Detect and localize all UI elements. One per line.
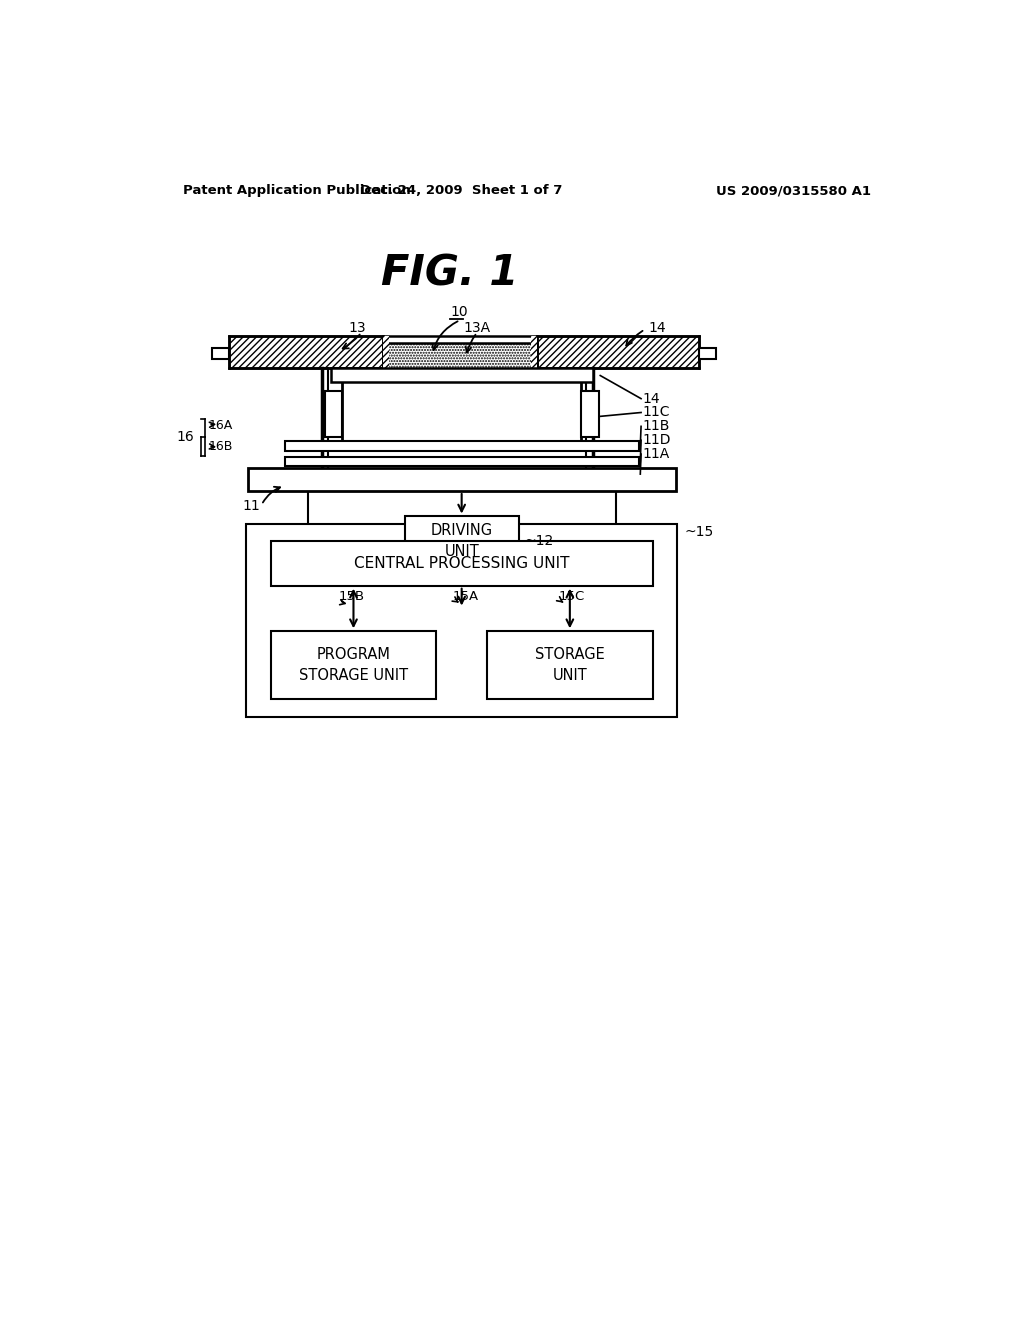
Bar (325, 391, 342, 437)
Bar (270, 631, 436, 700)
Text: 10: 10 (451, 305, 468, 318)
Bar (383, 343, 538, 372)
Bar (285, 457, 639, 466)
Bar (229, 335, 383, 368)
FancyArrowPatch shape (453, 597, 458, 602)
Text: ~12: ~12 (524, 535, 554, 549)
Text: 11D: 11D (643, 433, 671, 447)
FancyArrowPatch shape (627, 331, 643, 346)
FancyArrowPatch shape (432, 321, 458, 350)
FancyArrowPatch shape (340, 599, 345, 605)
Text: ~15: ~15 (685, 525, 714, 539)
Bar (246, 524, 677, 717)
Bar (383, 335, 389, 368)
Bar (698, 348, 716, 359)
Text: Dec. 24, 2009  Sheet 1 of 7: Dec. 24, 2009 Sheet 1 of 7 (360, 185, 563, 197)
Text: 16A: 16A (209, 418, 233, 432)
Bar (212, 348, 229, 359)
Text: 15A: 15A (453, 590, 478, 603)
Text: US 2009/0315580 A1: US 2009/0315580 A1 (716, 185, 870, 197)
Text: 15B: 15B (338, 590, 365, 603)
FancyArrowPatch shape (343, 334, 359, 348)
Bar (248, 469, 676, 491)
Text: 11: 11 (242, 499, 260, 513)
Text: STORAGE
UNIT: STORAGE UNIT (535, 647, 605, 682)
Text: 11B: 11B (643, 420, 670, 433)
FancyArrowPatch shape (209, 444, 214, 449)
Bar (538, 335, 698, 368)
Bar (229, 335, 383, 368)
Bar (285, 441, 639, 451)
Text: DRIVING
UNIT: DRIVING UNIT (431, 524, 493, 560)
Text: Patent Application Publication: Patent Application Publication (183, 185, 411, 197)
Bar (331, 368, 593, 381)
Text: 11A: 11A (643, 447, 670, 461)
Bar (270, 541, 652, 586)
Text: 11C: 11C (643, 405, 670, 420)
Text: 13A: 13A (464, 321, 490, 335)
Text: 14: 14 (648, 321, 666, 335)
Bar (487, 631, 652, 700)
Bar (581, 391, 599, 437)
FancyArrowPatch shape (209, 422, 214, 428)
Text: 14: 14 (643, 392, 660, 405)
Text: 16: 16 (176, 430, 194, 444)
Bar (531, 335, 538, 368)
Bar (531, 335, 538, 368)
Bar (538, 335, 698, 368)
Bar (404, 516, 518, 566)
Text: PROGRAM
STORAGE UNIT: PROGRAM STORAGE UNIT (299, 647, 408, 682)
FancyArrowPatch shape (263, 487, 281, 503)
Text: 16B: 16B (209, 440, 233, 453)
Text: 15C: 15C (558, 590, 585, 603)
FancyArrowPatch shape (557, 597, 562, 602)
Bar (342, 378, 581, 444)
Text: FIG. 1: FIG. 1 (381, 253, 519, 294)
Text: CENTRAL PROCESSING UNIT: CENTRAL PROCESSING UNIT (354, 556, 569, 572)
Bar (383, 335, 389, 368)
FancyArrowPatch shape (466, 335, 475, 352)
Text: 13: 13 (349, 321, 367, 335)
Bar (383, 343, 538, 372)
